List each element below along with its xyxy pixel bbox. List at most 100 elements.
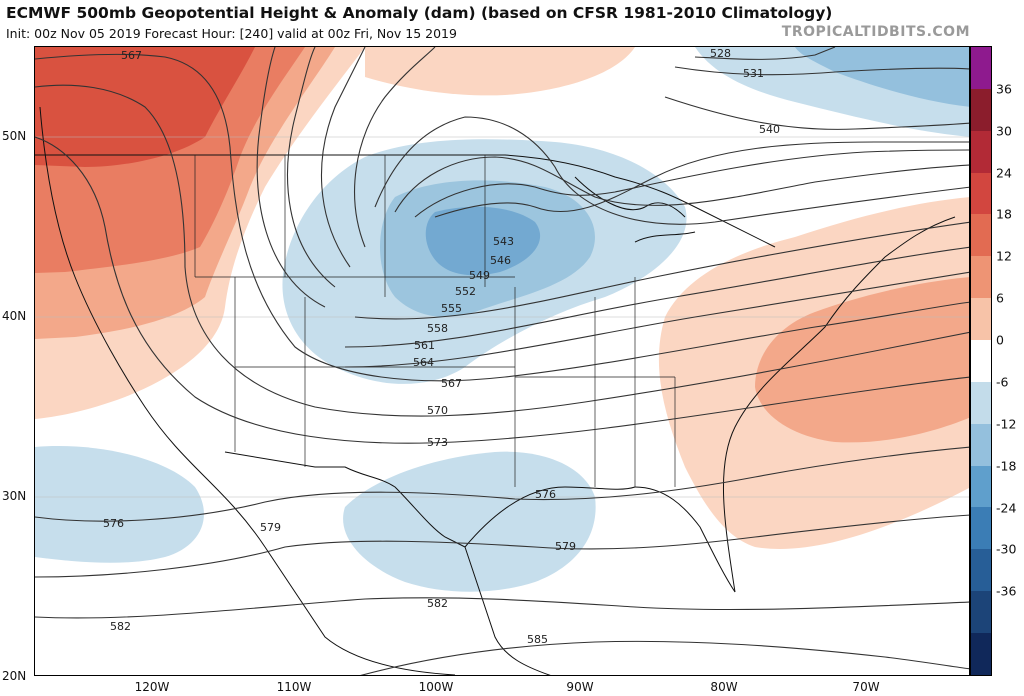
colorbar-segment bbox=[971, 298, 991, 341]
mexico-gulf-coast bbox=[464, 546, 551, 675]
contour-549 bbox=[394, 156, 969, 213]
gulf-coast bbox=[464, 486, 736, 593]
contour-label-582-central: 582 bbox=[427, 597, 448, 610]
contour-label-558: 558 bbox=[427, 322, 448, 335]
colorbar bbox=[970, 46, 992, 676]
contour-528 bbox=[694, 47, 836, 60]
contour-543 bbox=[434, 141, 969, 218]
colorbar-tick-label: -18 bbox=[996, 458, 1017, 474]
colorbar-tick-label: 30 bbox=[996, 123, 1012, 139]
height-contours bbox=[35, 47, 969, 675]
contour-label-570: 570 bbox=[427, 404, 448, 417]
graticule bbox=[35, 136, 969, 498]
colorbar-tick-label: 12 bbox=[996, 248, 1012, 264]
map-title: ECMWF 500mb Geopotential Height & Anomal… bbox=[6, 4, 833, 22]
contour-546 bbox=[414, 149, 969, 218]
contour-540 bbox=[664, 96, 969, 130]
contour-564 bbox=[256, 47, 969, 368]
lon-label-110w: 110W bbox=[276, 680, 312, 694]
contour-label-567-west: 567 bbox=[121, 49, 142, 62]
contour-label-564: 564 bbox=[413, 356, 434, 369]
colorbar-tick-label: 6 bbox=[996, 290, 1004, 306]
contour-label-576-gulf: 576 bbox=[535, 488, 556, 501]
lat-label-30n: 30N bbox=[2, 489, 27, 503]
contour-label-552: 552 bbox=[455, 285, 476, 298]
contour-573 bbox=[35, 136, 969, 444]
colorbar-tick-label: 24 bbox=[996, 165, 1012, 181]
us-mexico-border bbox=[224, 451, 466, 548]
map-subtitle: Init: 00z Nov 05 2019 Forecast Hour: [24… bbox=[6, 26, 457, 41]
contour-label-528: 528 bbox=[710, 47, 731, 60]
contour-561 bbox=[287, 47, 969, 348]
anomaly-positive-east-12 bbox=[755, 277, 969, 443]
contour-582 bbox=[35, 597, 969, 619]
boundaries bbox=[35, 106, 956, 675]
map-panel: 528 531 540 543 546 549 552 555 558 561 … bbox=[34, 46, 970, 676]
colorbar-segment bbox=[971, 130, 991, 173]
contour-570 bbox=[35, 84, 969, 417]
lat-label-50n: 50N bbox=[2, 129, 27, 143]
anomaly-negative-ne-12 bbox=[795, 47, 969, 107]
anomaly-negative-gulf-6 bbox=[343, 451, 596, 592]
contour-label-585: 585 bbox=[527, 633, 548, 646]
colorbar-segment bbox=[971, 172, 991, 215]
lon-label-120w: 120W bbox=[134, 680, 170, 694]
contour-label-576-west: 576 bbox=[103, 517, 124, 530]
anomaly-positive-north-6 bbox=[365, 47, 635, 96]
colorbar-tick-label: -30 bbox=[996, 541, 1017, 557]
contour-531 bbox=[674, 66, 969, 76]
anomaly-negative-central-18 bbox=[425, 206, 541, 276]
colorbar-tick-label: 36 bbox=[996, 81, 1012, 97]
colorbar-tick-label: 18 bbox=[996, 206, 1012, 222]
mexico-pacific-coast bbox=[264, 546, 456, 675]
colorbar-segment bbox=[971, 256, 991, 299]
lat-label-40n: 40N bbox=[2, 309, 27, 323]
colorbar-segment bbox=[971, 381, 991, 424]
colorbar-tick-label: -6 bbox=[996, 374, 1009, 390]
colorbar-tick-label: -36 bbox=[996, 583, 1017, 599]
contour-labels: 528 531 540 543 546 549 552 555 558 561 … bbox=[103, 47, 780, 646]
colorbar-segment bbox=[971, 214, 991, 257]
contour-label-555: 555 bbox=[441, 302, 462, 315]
east-coast bbox=[722, 216, 956, 593]
contour-579 bbox=[35, 514, 969, 578]
colorbar-segment bbox=[971, 88, 991, 131]
contour-label-540: 540 bbox=[759, 123, 780, 136]
colorbar-segment bbox=[971, 465, 991, 508]
contour-label-561: 561 bbox=[414, 339, 435, 352]
contour-label-579-east: 579 bbox=[555, 540, 576, 553]
colorbar-tick-label: 0 bbox=[996, 332, 1004, 348]
lon-label-70w: 70W bbox=[852, 680, 880, 694]
contour-label-549: 549 bbox=[469, 269, 490, 282]
west-coast bbox=[39, 106, 266, 548]
colorbar-segment bbox=[971, 423, 991, 466]
colorbar-segment bbox=[971, 507, 991, 550]
colorbar-tick-label: -24 bbox=[996, 500, 1017, 516]
anomaly-negative-pacific-6 bbox=[35, 446, 204, 563]
colorbar-tick-label: -12 bbox=[996, 416, 1017, 432]
contour-585 bbox=[360, 640, 969, 675]
lon-label-80w: 80W bbox=[710, 680, 738, 694]
brand-watermark[interactable]: TROPICALTIDBITS.COM bbox=[781, 24, 970, 40]
contour-558 bbox=[320, 47, 969, 320]
contour-label-543: 543 bbox=[493, 235, 514, 248]
contour-label-582-west: 582 bbox=[110, 620, 131, 633]
contour-576 bbox=[35, 446, 969, 522]
us-canada-border bbox=[35, 154, 776, 248]
map-canvas: 528 531 540 543 546 549 552 555 558 561 … bbox=[35, 47, 969, 675]
colorbar-segment bbox=[971, 591, 991, 634]
colorbar-segment bbox=[971, 633, 991, 675]
contour-label-531: 531 bbox=[743, 67, 764, 80]
contour-label-573: 573 bbox=[427, 436, 448, 449]
contour-label-567-central: 567 bbox=[441, 377, 462, 390]
colorbar-segment bbox=[971, 340, 991, 382]
colorbar-segment bbox=[971, 47, 991, 89]
lon-label-90w: 90W bbox=[566, 680, 594, 694]
contour-555 bbox=[354, 47, 436, 248]
colorbar-segment bbox=[971, 549, 991, 592]
contour-label-579-west: 579 bbox=[260, 521, 281, 534]
contour-567 bbox=[35, 53, 969, 382]
lat-label-20n: 20N bbox=[2, 669, 27, 683]
great-lakes bbox=[574, 176, 696, 243]
contour-552 bbox=[374, 116, 969, 225]
